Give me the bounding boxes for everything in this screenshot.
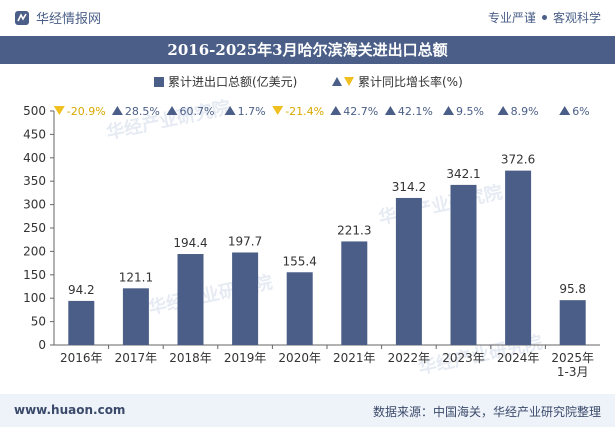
- title-band: 2016-2025年3月哈尔滨海关进出口总额: [0, 36, 615, 64]
- x-tick-label: 2018年: [169, 351, 212, 365]
- growth-rate-label: 42.7%: [343, 105, 378, 118]
- growth-rate-label: 8.9%: [511, 105, 539, 118]
- growth-up-triangle-icon: [111, 106, 123, 115]
- growth-down-triangle-icon: [53, 106, 65, 115]
- bar-value-label: 221.3: [337, 223, 371, 237]
- growth-rate-label: 1.7%: [238, 105, 266, 118]
- x-tick-label: 2023年: [442, 351, 485, 365]
- tagline-right: 客观科学: [552, 11, 601, 25]
- growth-rate-label: 28.5%: [125, 105, 160, 118]
- bar-value-label: 94.2: [68, 283, 95, 297]
- tagline: 专业严谨 客观科学: [488, 9, 601, 26]
- bar: [286, 272, 313, 345]
- legend-growth-label: 累计同比增长率(%): [358, 74, 463, 89]
- x-tick-label: 2019年: [224, 351, 267, 365]
- growth-rate-label: 60.7%: [180, 105, 215, 118]
- x-tick-label: 2025年: [551, 351, 594, 365]
- y-tick-label: 0: [38, 338, 46, 352]
- chart-title: 2016-2025年3月哈尔滨海关进出口总额: [167, 41, 448, 59]
- x-tick-label: 2020年: [278, 351, 321, 365]
- growth-up-triangle-icon: [497, 106, 509, 115]
- bar-value-label: 372.6: [501, 153, 535, 167]
- y-tick-label: 300: [23, 198, 46, 212]
- growth-up-triangle-icon: [443, 106, 454, 115]
- growth-up-triangle-icon: [330, 106, 342, 115]
- y-tick-label: 350: [23, 174, 46, 188]
- tagline-dot-icon: [541, 15, 547, 20]
- y-tick-label: 200: [23, 244, 46, 258]
- bar-value-label: 314.2: [392, 180, 426, 194]
- legend-down-triangle-icon: [344, 77, 354, 86]
- bar-value-label: 121.1: [119, 270, 153, 284]
- footer: www.huaon.com 数据来源：中国海关，华经产业研究院整理: [0, 394, 615, 427]
- y-tick-label: 500: [23, 104, 46, 118]
- bar: [450, 184, 477, 345]
- y-tick-label: 450: [23, 127, 46, 141]
- tagline-left: 专业严谨: [487, 11, 536, 25]
- bar: [559, 300, 586, 345]
- legend-bar-swatch-icon: [154, 77, 164, 87]
- bar: [68, 300, 95, 345]
- bar: [177, 254, 204, 345]
- footer-source: 数据来源：中国海关，华经产业研究院整理: [372, 405, 601, 419]
- y-tick-label: 250: [23, 221, 46, 235]
- bar: [232, 252, 259, 345]
- bar-value-label: 194.4: [173, 236, 207, 250]
- growth-rate-label: -21.4%: [285, 105, 324, 118]
- growth-up-triangle-icon: [166, 106, 178, 115]
- brand-name: 华经情报网: [36, 12, 102, 27]
- x-tick-label: 2022年: [388, 351, 431, 365]
- growth-rate-label: 9.5%: [456, 105, 484, 118]
- bar: [505, 170, 532, 345]
- bar-value-label: 342.1: [446, 167, 480, 181]
- legend-up-triangle-icon: [332, 77, 342, 86]
- growth-rate-label: 6%: [572, 105, 589, 118]
- chart: 华经产业研究院华经产业研究院华经产业研究院华经产业研究院累计进出口总额(亿美元)…: [23, 74, 600, 379]
- growth-rate-label: 42.1%: [398, 105, 433, 118]
- legend-bar-label: 累计进出口总额(亿美元): [168, 74, 297, 89]
- footer-url: www.huaon.com: [14, 403, 126, 417]
- growth-up-triangle-icon: [384, 106, 396, 115]
- bar: [341, 241, 368, 345]
- top-bar: 华经情报网 专业严谨 客观科学: [0, 0, 615, 36]
- y-tick-label: 150: [23, 268, 46, 282]
- x-tick-label: 1-3月: [557, 365, 589, 379]
- bar: [395, 197, 422, 345]
- brand-logo-icon: [15, 10, 29, 25]
- bar-value-label: 197.7: [228, 234, 262, 248]
- x-tick-label: 2017年: [115, 351, 158, 365]
- growth-up-triangle-icon: [224, 106, 236, 115]
- bar: [122, 288, 149, 345]
- y-tick-label: 100: [23, 291, 46, 305]
- y-tick-label: 50: [31, 315, 46, 329]
- growth-rate-label: -20.9%: [67, 105, 106, 118]
- brand: 华经情报网: [14, 8, 101, 27]
- x-tick-label: 2021年: [333, 351, 376, 365]
- watermark-text: 华经产业研究院: [104, 96, 232, 144]
- bar-value-label: 155.4: [283, 254, 317, 268]
- growth-up-triangle-icon: [559, 106, 571, 115]
- x-tick-label: 2016年: [60, 351, 103, 365]
- x-tick-label: 2024年: [497, 351, 540, 365]
- y-tick-label: 400: [23, 151, 46, 165]
- bar-value-label: 95.8: [559, 282, 586, 296]
- growth-down-triangle-icon: [272, 106, 284, 115]
